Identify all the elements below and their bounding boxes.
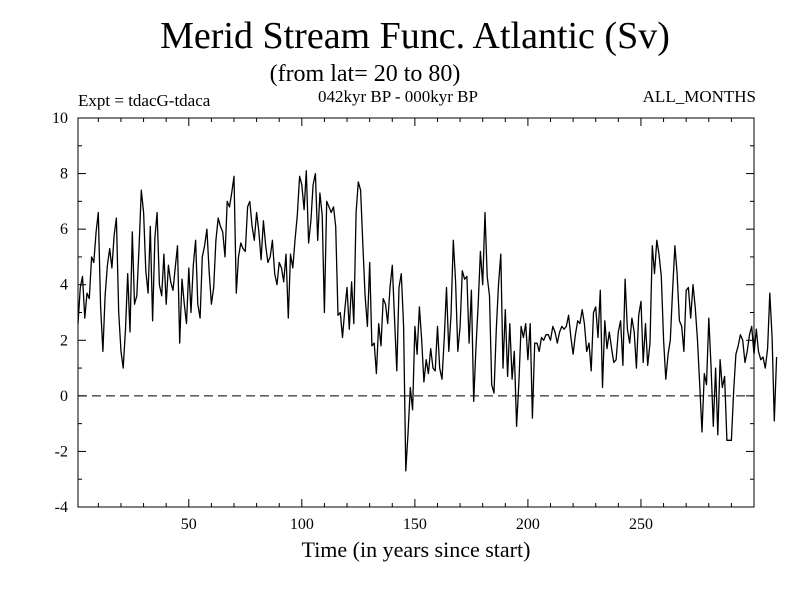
y-tick-label: 8 — [60, 166, 68, 183]
x-tick-label: 200 — [516, 516, 540, 533]
y-tick-label: 4 — [60, 277, 68, 294]
x-tick-label: 50 — [181, 516, 197, 533]
x-tick-label: 250 — [629, 516, 653, 533]
y-tick-label: 0 — [60, 388, 68, 405]
months-label: ALL_MONTHS — [642, 87, 756, 106]
x-tick-label: 100 — [290, 516, 314, 533]
series-line — [77, 170, 778, 472]
x-tick-label: 150 — [403, 516, 427, 533]
y-tick-label: 6 — [60, 221, 68, 238]
period-label: 042kyr BP - 000kyr BP — [318, 87, 478, 106]
experiment-label: Expt = tdacG-tdaca — [78, 91, 211, 110]
y-tick-label: -4 — [55, 499, 68, 516]
chart-subtitle: (from lat= 20 to 80) — [269, 61, 461, 87]
y-tick-label: 2 — [60, 332, 68, 349]
chart-title: Merid Stream Func. Atlantic (Sv) — [160, 15, 670, 57]
y-tick-label: -2 — [55, 443, 68, 460]
y-tick-label: 10 — [52, 110, 68, 127]
x-axis-title: Time (in years since start) — [302, 537, 531, 562]
